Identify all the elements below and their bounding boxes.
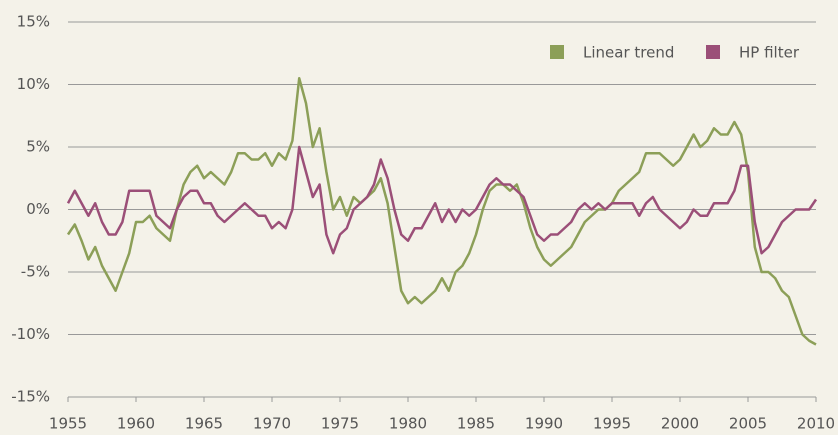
x-tick-label: 2005 <box>729 415 767 433</box>
y-tick-label: -5% <box>21 263 50 281</box>
y-tick-label: -15% <box>11 388 50 406</box>
legend-label: Linear trend <box>583 44 674 62</box>
x-tick-label: 1960 <box>117 415 155 433</box>
x-tick-label: 1995 <box>593 415 631 433</box>
y-tick-label: 10% <box>17 75 50 93</box>
line-series <box>66 77 817 346</box>
legend-label: HP filter <box>739 44 800 62</box>
x-tick-label: 1955 <box>49 415 87 433</box>
legend-swatch <box>550 45 564 59</box>
x-tick-label: 1980 <box>389 415 427 433</box>
x-tick-label: 2010 <box>797 415 835 433</box>
x-tick-label: 1975 <box>321 415 359 433</box>
x-tick-label: 1985 <box>457 415 495 433</box>
y-tick-label: -10% <box>11 325 50 343</box>
x-tick-label: 1970 <box>253 415 291 433</box>
y-tick-label: 15% <box>17 13 50 31</box>
x-tick-label: 1990 <box>525 415 563 433</box>
legend-swatch <box>706 45 720 59</box>
y-tick-label: 5% <box>26 138 50 156</box>
y-tick-label: 0% <box>26 200 50 218</box>
x-tick-label: 2000 <box>661 415 699 433</box>
line-series <box>66 145 818 255</box>
x-tick-label: 1965 <box>185 415 223 433</box>
